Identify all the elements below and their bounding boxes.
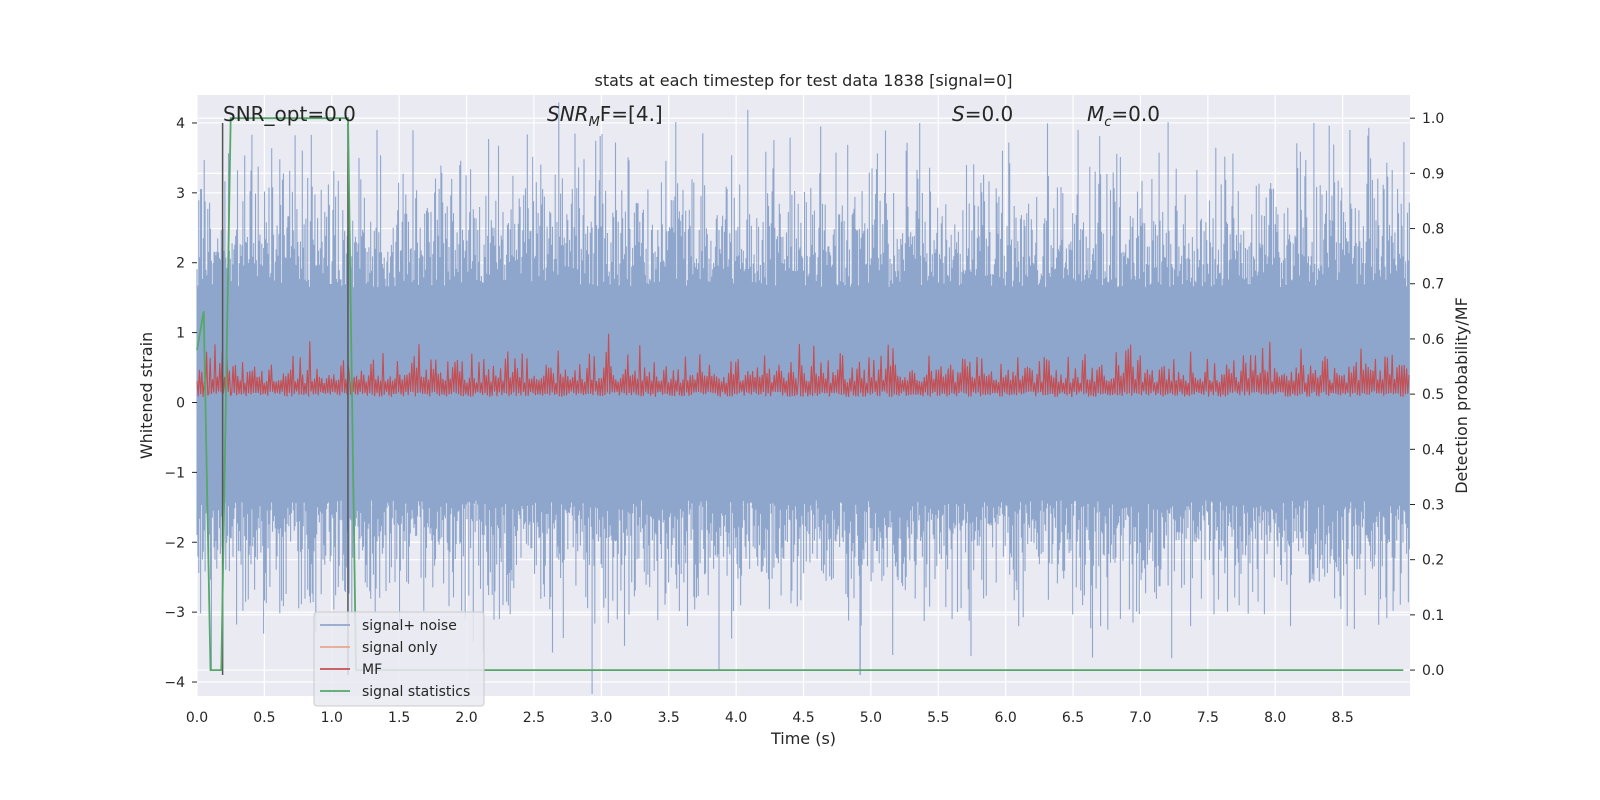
mf-line [196, 333, 1410, 397]
y-left-tick-label: −2 [164, 535, 185, 551]
x-axis-label: Time (s) [770, 729, 836, 748]
annotation-s: S=0.0 [952, 102, 1013, 126]
y-left-tick-label: −3 [164, 605, 185, 621]
annotation-snr-mf: SNRMF=[4.] [547, 102, 663, 130]
y-right-tick-labels: 0.0 0.1 0.2 0.3 0.4 0.5 0.6 0.7 0.8 0.9 1.0 [1410, 111, 1444, 679]
y-right-tick-label: 1.0 [1422, 111, 1444, 127]
x-tick-label: 6.5 [1062, 710, 1084, 726]
annotation-mc-var: M [1087, 102, 1104, 126]
y-right-tick-label: 0.3 [1422, 497, 1444, 513]
x-tick-label: 1.0 [321, 710, 343, 726]
x-tick-label: 0.0 [186, 710, 208, 726]
y-right-tick-label: 0.4 [1422, 442, 1444, 458]
legend: signal+ noise signal only MF signal statist… [313, 611, 485, 707]
y-right-tick-label: 0.1 [1422, 608, 1444, 624]
y-left-tick-label: −4 [164, 675, 185, 691]
annotation-snr-mf-rest: F=[4.] [600, 102, 663, 126]
x-tick-label: 1.5 [388, 710, 410, 726]
y-left-tick-label: 2 [176, 256, 185, 272]
y-left-tick-label: −1 [164, 465, 185, 481]
x-tick-label: 8.0 [1264, 710, 1286, 726]
annotation-mc: Mc=0.0 [1087, 102, 1160, 130]
annotation-snr-mf-sub: M [589, 115, 600, 130]
x-tick-label: 3.5 [658, 710, 680, 726]
x-tick-label: 5.0 [860, 710, 882, 726]
x-tick-label: 7.5 [1197, 710, 1219, 726]
chart-title: stats at each timestep for test data 183… [594, 71, 1012, 90]
y-right-tick-label: 0.9 [1422, 166, 1444, 182]
series-mf [196, 333, 1410, 397]
x-tick-label: 2.5 [523, 710, 545, 726]
x-tick-label: 8.5 [1331, 710, 1353, 726]
y-left-tick-label: 0 [176, 395, 185, 411]
annotation-snr-mf-base: SNR [547, 102, 589, 126]
x-tick-label: 2.0 [455, 710, 477, 726]
annotation-mc-sub: c [1104, 115, 1111, 130]
y-left-tick-label: 1 [176, 326, 185, 342]
x-tick-label: 6.0 [995, 710, 1017, 726]
y-right-tick-label: 0.2 [1422, 553, 1444, 569]
y-left-tick-label: 3 [176, 186, 185, 202]
x-tick-labels: 0.0 0.5 1.0 1.5 2.0 2.5 3.0 3.5 4.0 4.5 5.0 5.5 6.0 6… [186, 710, 1354, 726]
y-right-tick-label: 0.7 [1422, 277, 1444, 293]
y-left-tick-labels: −4 −3 −2 −1 0 1 2 3 4 [164, 116, 197, 691]
legend-label: signal statistics [362, 684, 470, 700]
legend-label: MF [362, 662, 382, 678]
annotation-mc-rest: =0.0 [1111, 102, 1160, 126]
x-tick-label: 7.0 [1129, 710, 1151, 726]
legend-label: signal+ noise [362, 618, 457, 634]
x-tick-label: 4.0 [725, 710, 747, 726]
y-left-axis-label: Whitened strain [137, 332, 156, 459]
y-right-tick-label: 0.5 [1422, 387, 1444, 403]
annotation-snr-opt: SNR_opt=0.0 [223, 102, 356, 126]
x-tick-label: 4.5 [792, 710, 814, 726]
x-tick-label: 3.0 [590, 710, 612, 726]
annotation-s-var: S [952, 102, 965, 126]
legend-box [313, 611, 485, 707]
x-tick-label: 5.5 [927, 710, 949, 726]
x-tick-label: 0.5 [253, 710, 275, 726]
y-right-axis-label: Detection probability/MF [1452, 297, 1471, 494]
y-right-tick-label: 0.0 [1422, 663, 1444, 679]
y-right-tick-label: 0.6 [1422, 332, 1444, 348]
y-right-tick-label: 0.8 [1422, 222, 1444, 238]
y-left-tick-label: 4 [176, 116, 185, 132]
legend-label: signal only [362, 640, 437, 656]
annotation-s-rest: =0.0 [965, 102, 1014, 126]
